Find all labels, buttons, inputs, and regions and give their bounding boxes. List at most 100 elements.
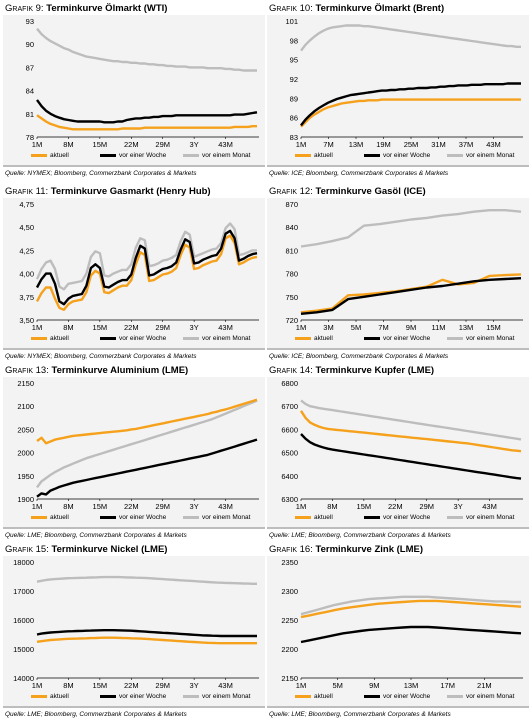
legend-item: aktuell <box>31 335 69 342</box>
legend-item: vor einer Woche <box>364 152 430 159</box>
chart-name: Terminkurve Aluminium (LME) <box>51 365 189 376</box>
chart-source: Quelle: ICE; Bloomberg, Commerzbank Corp… <box>269 353 449 360</box>
y-tick-label: 3,75 <box>19 293 34 302</box>
chart-panel: Grafik 10: Terminkurve Ölmarkt (Brent) 83… <box>267 3 529 183</box>
legend-item: vor einem Monat <box>447 335 514 342</box>
legend-swatch <box>183 153 199 157</box>
x-tick-label: 29M <box>155 140 170 149</box>
y-tick-label: 4,50 <box>19 223 34 232</box>
legend-item: vor einer Woche <box>364 693 430 700</box>
series-line-vor-einer-woche <box>300 82 521 127</box>
x-tick-label: 43M <box>218 140 233 149</box>
x-tick-label: 29M <box>155 323 170 332</box>
y-tick-label: 2000 <box>17 449 34 458</box>
x-tick-label: 15M <box>93 323 108 332</box>
legend-swatch <box>447 153 463 157</box>
legend-label: vor einem Monat <box>466 693 515 700</box>
legend-label: vor einer Woche <box>383 514 431 521</box>
legend-label: vor einer Woche <box>119 693 167 700</box>
x-tick-label: 31M <box>431 140 446 149</box>
chart-name: Terminkurve Ölmarkt (Brent) <box>315 3 445 14</box>
y-tick-label: 2350 <box>281 558 298 567</box>
chart-name: Terminkurve Zink (LME) <box>315 544 424 555</box>
x-tick-label: 9M <box>369 681 379 690</box>
chart-panel: Grafik 11: Terminkurve Gasmarkt (Henry H… <box>3 186 265 366</box>
legend-item: vor einer Woche <box>100 152 166 159</box>
legend-swatch <box>31 515 47 519</box>
series-line-aktuell <box>299 410 522 453</box>
y-tick-label: 86 <box>290 114 298 123</box>
chart-title: Grafik 16: Terminkurve Zink (LME) <box>269 544 423 555</box>
legend-swatch <box>447 515 463 519</box>
chart-number: Grafik 12: <box>269 186 316 197</box>
y-tick-label: 2300 <box>281 587 298 596</box>
x-tick-label: 15M <box>93 681 108 690</box>
chart-source: Quelle: LME; Bloomberg, Commerzbank Corp… <box>269 532 451 539</box>
chart-source: Quelle: ICE; Bloomberg, Commerzbank Corp… <box>269 170 449 177</box>
x-tick-label: 3Y <box>190 681 199 690</box>
legend-swatch <box>183 694 199 698</box>
legend-item: vor einer Woche <box>100 693 166 700</box>
legend-item: vor einer Woche <box>100 335 166 342</box>
legend-swatch <box>364 694 380 698</box>
series-line-vor-einer-woche <box>36 99 258 124</box>
x-tick-label: 1M <box>296 681 306 690</box>
legend-item: vor einem Monat <box>183 335 250 342</box>
y-tick-label: 84 <box>26 87 34 96</box>
series-line-vor-einer-woche <box>300 433 522 480</box>
chart-number: Grafik 15: <box>5 544 52 555</box>
y-tick-label: 78 <box>26 133 34 142</box>
series-line-aktuell <box>300 599 522 619</box>
y-tick-label: 90 <box>26 40 34 49</box>
legend-item: vor einem Monat <box>447 514 514 521</box>
x-tick-label: 1M <box>32 681 42 690</box>
y-tick-label: 16000 <box>13 616 34 625</box>
series-line-vor-einer-woche <box>35 229 258 306</box>
legend-swatch <box>295 153 311 157</box>
series-line-aktuell <box>36 398 258 445</box>
y-tick-label: 6500 <box>281 449 298 458</box>
series-line-vor-einem-monat <box>300 595 521 616</box>
x-tick-label: 19M <box>376 140 391 149</box>
y-tick-label: 2250 <box>281 616 298 625</box>
y-tick-label: 780 <box>285 270 298 279</box>
line-chart: 720 750 780 810 840 870 1M 3M 5M 7M 9M 11M 13M 15M <box>285 200 523 332</box>
chart-panel: Grafik 15: Terminkurve Nickel (LME) 14000… <box>3 544 265 724</box>
y-tick-label: 89 <box>290 94 298 103</box>
x-tick-label: 13M <box>404 681 419 690</box>
y-tick-label: 2150 <box>281 674 298 683</box>
series-line-vor-einer-woche <box>36 628 257 638</box>
x-tick-label: 25M <box>404 140 419 149</box>
series-line-vor-einem-monat <box>300 24 521 52</box>
y-tick-label: 98 <box>290 36 298 45</box>
y-tick-label: 2150 <box>17 379 34 388</box>
legend-label: vor einem Monat <box>466 152 515 159</box>
x-tick-label: 1M <box>32 140 42 149</box>
x-tick-label: 3Y <box>190 323 199 332</box>
series-line-vor-einem-monat <box>300 208 522 248</box>
x-tick-label: 9M <box>406 323 416 332</box>
y-tick-label: 1950 <box>17 472 34 481</box>
series-line-aktuell <box>36 636 257 645</box>
y-tick-label: 2200 <box>281 645 298 654</box>
y-tick-label: 95 <box>290 56 298 65</box>
chart-frame: 720 750 780 810 840 870 1M 3M 5M 7M 9M 11M 13M 15M akt… <box>267 198 529 350</box>
y-tick-label: 87 <box>26 63 34 72</box>
x-tick-label: 1M <box>32 502 42 511</box>
legend-label: vor einer Woche <box>119 335 167 342</box>
legend-label: aktuell <box>50 152 69 159</box>
line-chart: 78 81 84 87 90 93 1M 8M 15M 22M 29M 3Y 43M <box>26 17 259 149</box>
y-tick-label: 93 <box>26 17 34 26</box>
x-tick-label: 15M <box>357 502 372 511</box>
chart-frame: 6300 6400 6500 6600 6700 6800 1M 8M 15M 22M 29M 3Y 4… <box>267 377 529 529</box>
legend-item: vor einem Monat <box>183 693 250 700</box>
legend-label: vor einem Monat <box>202 335 251 342</box>
legend-item: vor einem Monat <box>183 152 250 159</box>
legend-label: vor einer Woche <box>119 514 167 521</box>
x-tick-label: 13M <box>349 140 364 149</box>
legend-label: aktuell <box>314 335 333 342</box>
x-tick-label: 3M <box>323 323 333 332</box>
legend-label: vor einem Monat <box>466 514 515 521</box>
x-tick-label: 15M <box>93 502 108 511</box>
chart-number: Grafik 10: <box>269 3 316 14</box>
